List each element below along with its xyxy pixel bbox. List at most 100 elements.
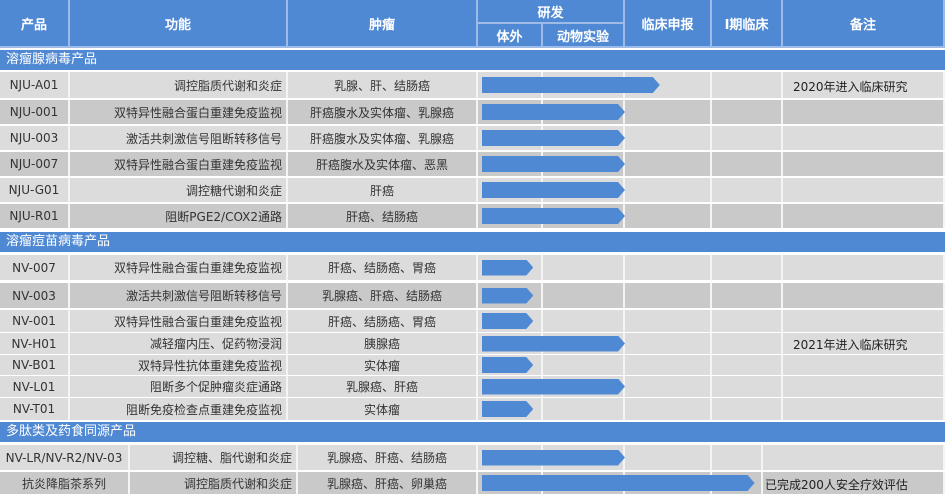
- progress-arrow: [482, 77, 660, 93]
- tumor-cell: 肝癌腹水及实体瘤、乳腺癌: [288, 100, 478, 124]
- function-cell: 减轻瘤内压、促药物浸润: [70, 333, 288, 354]
- stage-cell: [712, 310, 783, 332]
- table-row: NV-003 激活共刺激信号阻断转移信号 乳腺癌、肝癌、结肠癌: [0, 283, 945, 308]
- stage-cell: [712, 204, 783, 228]
- function-cell: 双特异性融合蛋白重建免疫监视: [70, 310, 288, 332]
- section-header: 多肽类及药食同源产品: [0, 422, 945, 442]
- function-cell: 双特异性融合蛋白重建免疫监视: [70, 100, 288, 124]
- progress-arrow: [482, 288, 533, 304]
- stage-cell: [625, 445, 712, 470]
- stage-cell: [712, 333, 783, 354]
- header-in-vitro: 体外: [478, 24, 543, 48]
- header-clinical-filing: 临床申报: [625, 0, 712, 48]
- stage-cell: [783, 355, 945, 375]
- stage-cell: [543, 355, 625, 375]
- stage-cell: [625, 398, 712, 420]
- progress-arrow: [482, 208, 625, 224]
- table-row: NV-001 双特异性融合蛋白重建免疫监视 肝癌、结肠癌、胃癌: [0, 310, 945, 332]
- stage-cell: [625, 152, 712, 176]
- table-row: NJU-003 激活共刺激信号阻断转移信号 肝癌腹水及实体瘤、乳腺癌: [0, 126, 945, 150]
- function-cell: 阻断免疫检查点重建免疫监视: [70, 398, 288, 420]
- progress-arrow: [482, 182, 625, 198]
- table-header: 产品 功能 肿瘤 研发 体外 动物实验 临床申报 I期临床 备注: [0, 0, 945, 48]
- stage-cell: [625, 376, 712, 397]
- stage-cell: [783, 398, 945, 420]
- stage-cell: [712, 445, 763, 470]
- progress-arrow: [482, 313, 533, 329]
- stage-cell: [783, 255, 945, 280]
- table-row: NJU-007 双特异性融合蛋白重建免疫监视 肝癌腹水及实体瘤、恶黑: [0, 152, 945, 176]
- stage-cell: [783, 204, 945, 228]
- stage-cell: [625, 355, 712, 375]
- function-cell: 阻断多个促肿瘤炎症通路: [70, 376, 288, 397]
- progress-arrow: [482, 450, 625, 466]
- stage-cell: [712, 355, 783, 375]
- stage-cell: [478, 255, 543, 280]
- stage-cell: [625, 310, 712, 332]
- stage-cell: [625, 255, 712, 280]
- section-header: 溶瘤腺病毒产品: [0, 50, 945, 70]
- stage-cell: [543, 310, 625, 332]
- stage-cell: [625, 72, 712, 98]
- function-cell: 调控糖代谢和炎症: [70, 178, 288, 202]
- table-row: NJU-001 双特异性融合蛋白重建免疫监视 肝癌腹水及实体瘤、乳腺癌: [0, 100, 945, 124]
- tumor-cell: 乳腺、肝、结肠癌: [288, 72, 478, 98]
- product-cell: NJU-R01: [0, 204, 70, 228]
- stage-cell: [763, 445, 945, 470]
- product-cell: NJU-G01: [0, 178, 70, 202]
- tumor-cell: 肝癌腹水及实体瘤、乳腺癌: [288, 126, 478, 150]
- stage-cell: [712, 178, 783, 202]
- note-text: 2021年进入临床研究: [793, 338, 908, 352]
- function-cell: 阻断PGE2/COX2通路: [70, 204, 288, 228]
- stage-cell: [712, 398, 783, 420]
- header-phase1: I期临床: [712, 0, 783, 48]
- stage-cell: [712, 72, 783, 98]
- function-cell: 调控脂质代谢和炎症: [130, 472, 298, 494]
- progress-arrow: [482, 336, 625, 352]
- stage-cell: [543, 398, 625, 420]
- stage-cell: [712, 283, 783, 308]
- header-product: 产品: [0, 0, 70, 48]
- stage-cell: [543, 283, 625, 308]
- stage-cell: [712, 152, 783, 176]
- product-cell: NV-LR/NV-R2/NV-03: [0, 445, 130, 470]
- stage-cell: [783, 178, 945, 202]
- table-row: NV-H01 减轻瘤内压、促药物浸润 胰腺癌 2021年进入临床研究: [0, 333, 945, 354]
- stage-cell: [625, 126, 712, 150]
- progress-arrow: [482, 401, 533, 417]
- product-cell: NV-L01: [0, 376, 70, 397]
- stage-cell: [543, 255, 625, 280]
- stage-cell: [783, 310, 945, 332]
- product-cell: NV-T01: [0, 398, 70, 420]
- product-cell: NJU-007: [0, 152, 70, 176]
- tumor-cell: 肝癌、结肠癌、胃癌: [288, 255, 478, 280]
- product-cell: NV-H01: [0, 333, 70, 354]
- product-cell: NJU-003: [0, 126, 70, 150]
- stage-cell: [783, 126, 945, 150]
- function-cell: 双特异性融合蛋白重建免疫监视: [70, 152, 288, 176]
- stage-cell: [783, 72, 945, 98]
- stage-cell: [478, 355, 543, 375]
- stage-cell: [783, 376, 945, 397]
- table-row: 抗炎降脂茶系列 调控脂质代谢和炎症 乳腺癌、肝癌、卵巢癌 已完成200人安全疗效评估: [0, 472, 945, 494]
- tumor-cell: 乳腺癌、肝癌、卵巢癌: [298, 472, 478, 494]
- product-cell: NV-001: [0, 310, 70, 332]
- product-cell: NV-007: [0, 255, 70, 280]
- note-text: 已完成200人安全疗效评估: [765, 477, 908, 492]
- table-row: NV-007 双特异性融合蛋白重建免疫监视 肝癌、结肠癌、胃癌: [0, 255, 945, 280]
- header-animal: 动物实验: [543, 24, 625, 48]
- tumor-cell: 肝癌: [288, 178, 478, 202]
- header-notes: 备注: [783, 0, 945, 48]
- progress-arrow: [482, 104, 625, 120]
- progress-arrow: [482, 357, 533, 373]
- table-row: NV-LR/NV-R2/NV-03 调控糖、脂代谢和炎症 乳腺癌、肝癌、结肠癌: [0, 445, 945, 470]
- stage-cell: [478, 283, 543, 308]
- stage-cell: [712, 255, 783, 280]
- table-row: NJU-R01 阻断PGE2/COX2通路 肝癌、结肠癌: [0, 204, 945, 228]
- progress-arrow: [482, 379, 625, 395]
- tumor-cell: 乳腺癌、肝癌、结肠癌: [288, 283, 478, 308]
- progress-arrow: [482, 475, 755, 491]
- header-function: 功能: [70, 0, 288, 48]
- stage-cell: [625, 178, 712, 202]
- section-header: 溶瘤痘苗病毒产品: [0, 232, 945, 252]
